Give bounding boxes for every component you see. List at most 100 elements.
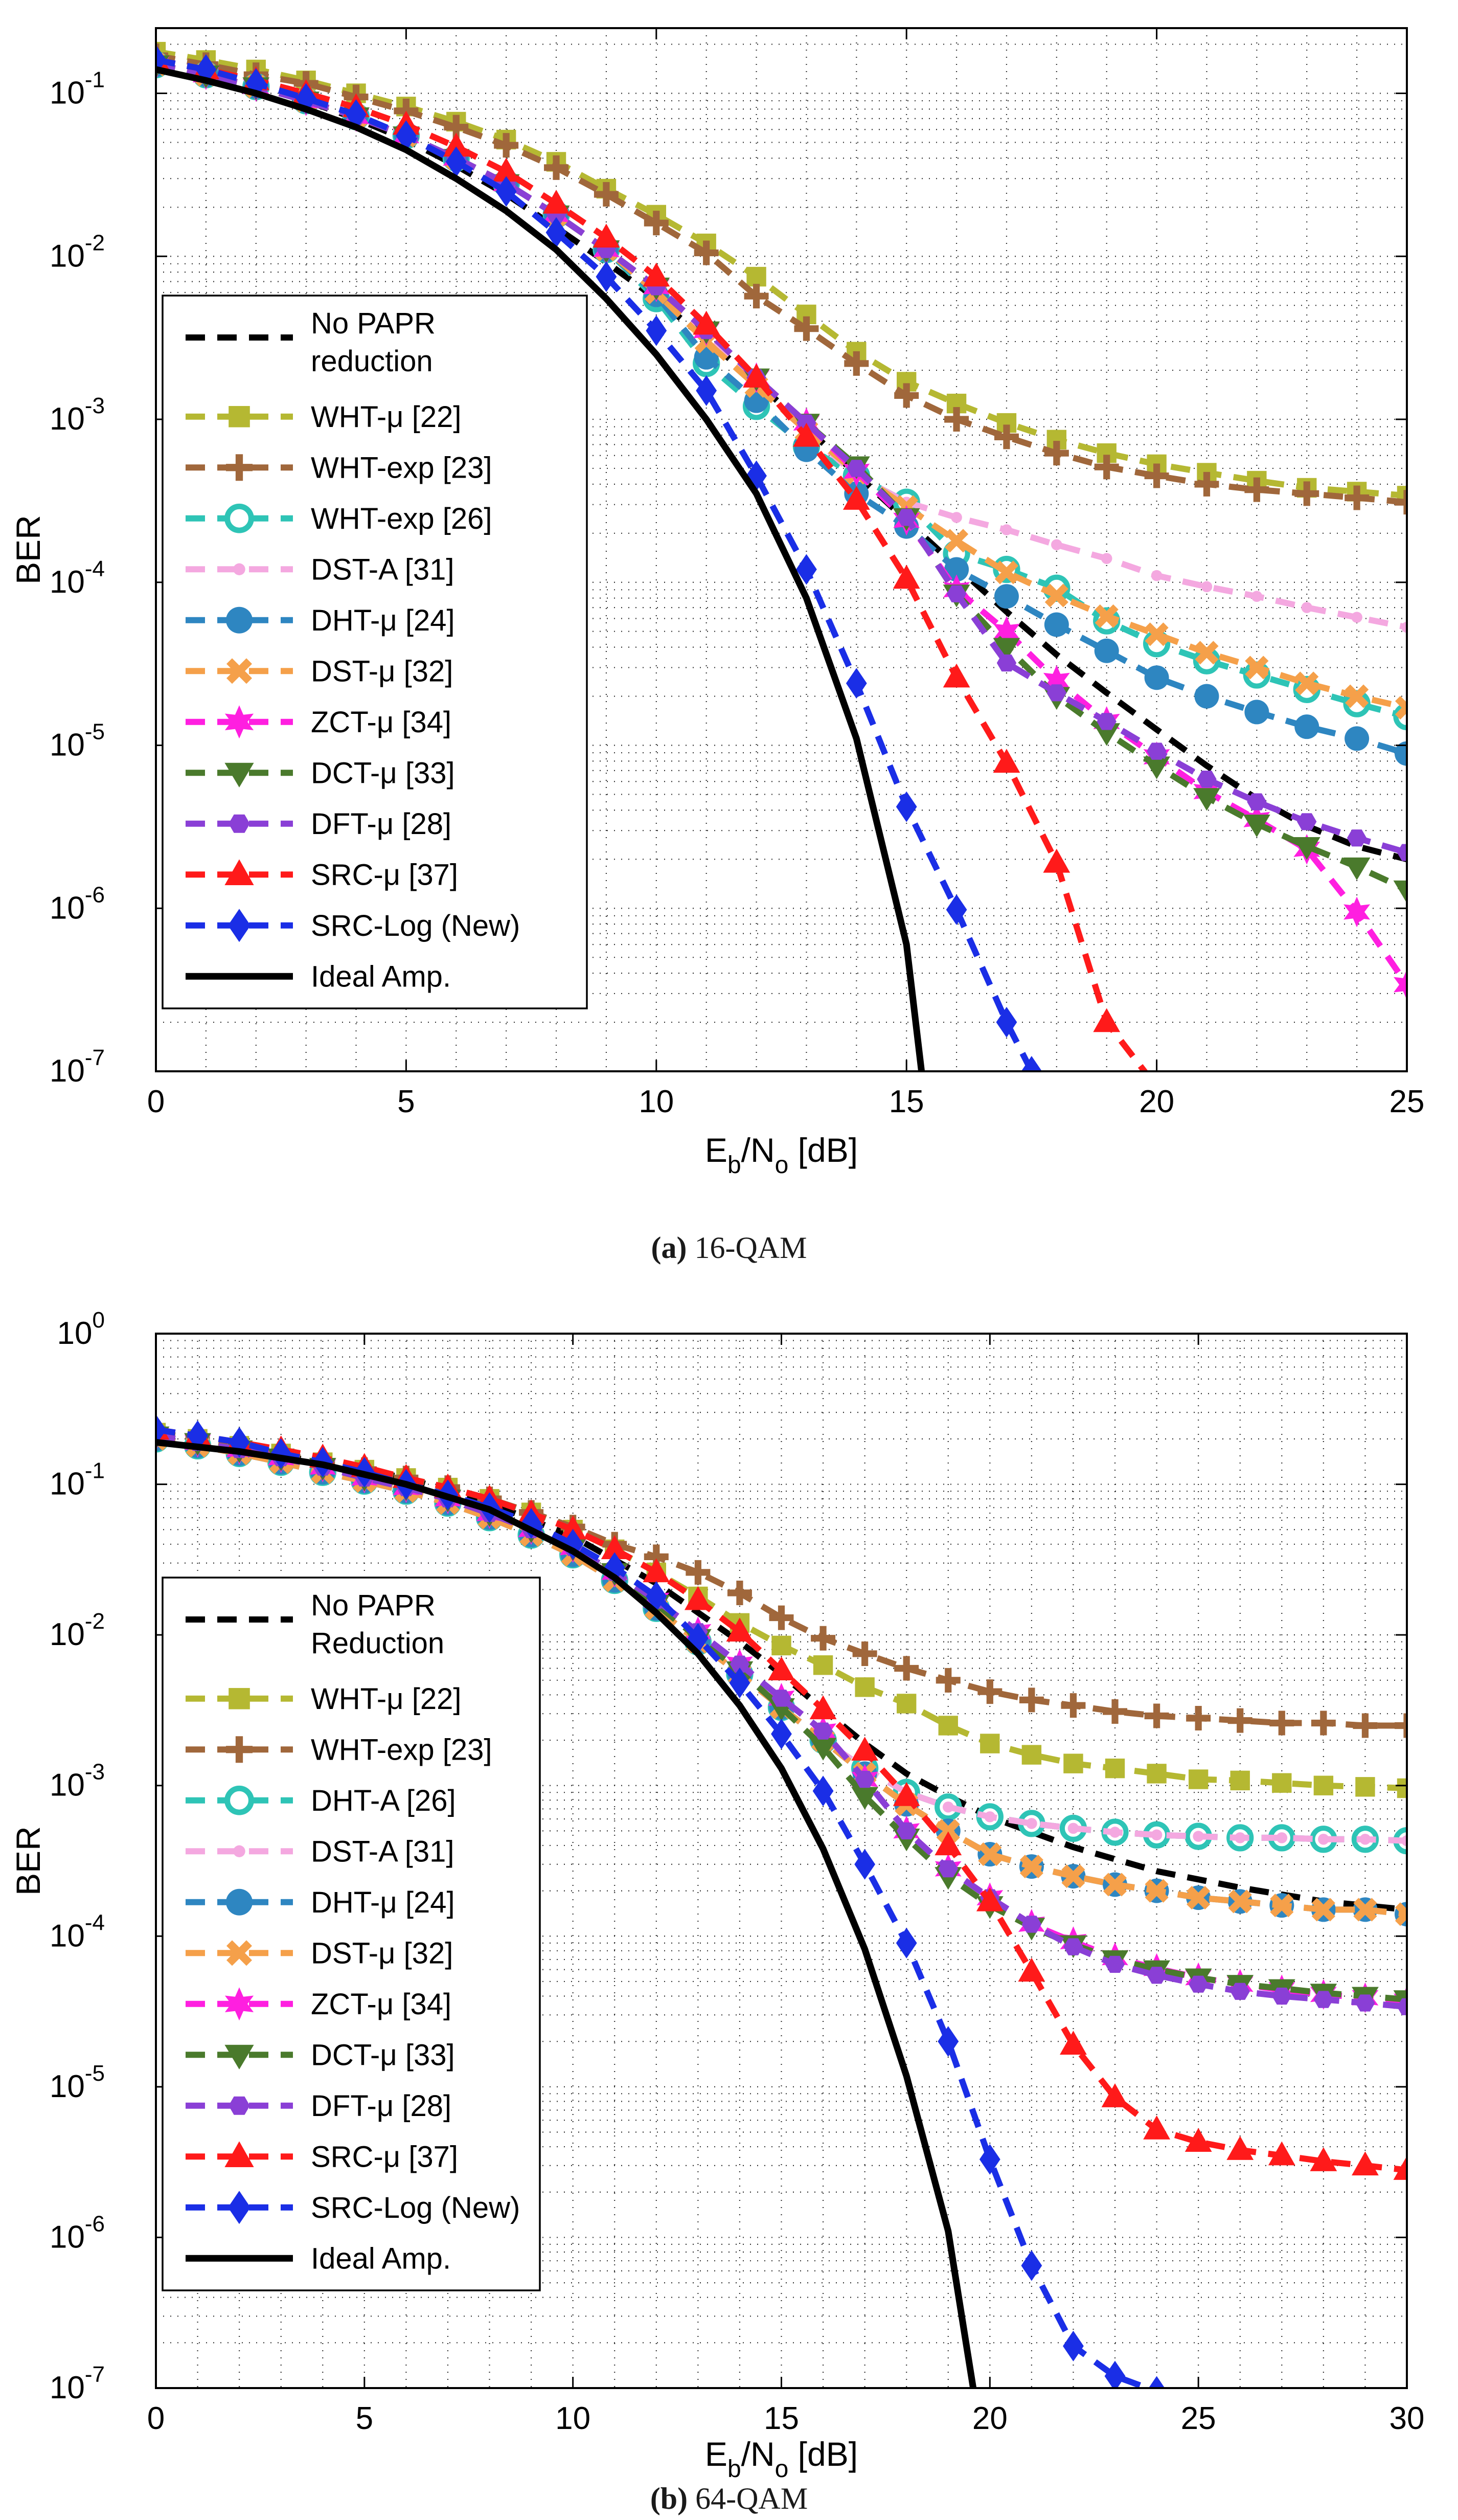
- chart-a-series-wht-exp-23-point: [1294, 481, 1319, 506]
- chart-b-legend-entry-1: WHT-μ [22]: [186, 1682, 461, 1716]
- chart-b-series-wht-exp-23-point: [1227, 1708, 1252, 1733]
- chart-a-series-dft-28-point: [1097, 713, 1117, 730]
- chart-b-legend-entry-9: DFT-μ [28]: [186, 2089, 451, 2123]
- chart-b-legend-entry-4-label: DST-A [31]: [311, 1835, 454, 1868]
- chart-a-series-zct-34-point: [1394, 969, 1407, 1000]
- chart-a-legend-entry-3-label: WHT-exp [26]: [311, 502, 492, 535]
- chart-b-series-ideal-amp: [156, 1439, 977, 2388]
- chart-b-xtick-label: 0: [147, 2401, 165, 2436]
- chart-a-series-dst-a-31-point: [1051, 539, 1062, 551]
- chart-b: 0 5 10 15 20 25 30 10-7 10-6 10-5 10-4 10-3 10-2 10-1…: [9, 1308, 1424, 2483]
- chart-a-series-dht-24-point: [1044, 612, 1069, 637]
- chart-b-xtick-label: 20: [972, 2401, 1008, 2436]
- chart-b-series-wht-exp-23-point: [936, 1668, 961, 1693]
- chart-a-series-src-log-new-point: [746, 460, 767, 491]
- chart-a-series-src-log-new-point: [946, 894, 967, 926]
- chart-a-series-no-papr-reduction-line: [156, 61, 1407, 863]
- chart-b-series-src-37-point: [1060, 2031, 1087, 2055]
- chart-b-legend-entry-3-marker: [224, 1785, 254, 1815]
- chart-b-series-wht-22-point: [1063, 1753, 1083, 1773]
- chart-a-series-wht-exp-23-point: [844, 351, 869, 376]
- chart-b-series-src-37-point: [893, 1782, 920, 1806]
- chart-a-series-wht-exp-23-point: [544, 155, 569, 180]
- chart-b-series-src-log-new-point: [1063, 2330, 1084, 2361]
- chart-b-series-dst-a-31-point: [1067, 1822, 1079, 1834]
- chart-b-series-wht-22-point: [1397, 1778, 1407, 1798]
- chart-a-legend-entry-10: SRC-μ [37]: [186, 858, 458, 891]
- chart-a-legend-entry-8-label: DCT-μ [33]: [311, 756, 455, 790]
- chart-b-series-dst-32-point: [1187, 1885, 1211, 1910]
- chart-b-series-dst-a-31-point: [1318, 1833, 1329, 1845]
- chart-a-series-wht-exp-23-point: [694, 240, 719, 265]
- chart-b-series-dst-32-point: [936, 1819, 960, 1843]
- chart-b-xtick-label: 15: [764, 2401, 799, 2436]
- chart-a-series-dft-28-point: [897, 509, 917, 526]
- chart-a-ytick-label: 10-7: [50, 1045, 105, 1089]
- chart-b-legend-entry-8: DCT-μ [33]: [186, 2038, 455, 2072]
- chart-a-ytick-label: 10-1: [50, 68, 105, 111]
- chart-b-series-src-37-point: [1310, 2147, 1337, 2171]
- chart-a-legend-entry-0-label-2: reduction: [311, 345, 433, 378]
- chart-b-legend-entry-2-marker: [226, 1736, 253, 1763]
- chart-a-legend-entry-1-marker: [229, 406, 250, 428]
- chart-a-series-dst-32-point: [1345, 684, 1369, 708]
- chart-b-series-wht-22-point: [980, 1734, 1000, 1753]
- caption-b-letter: (b): [650, 2482, 688, 2515]
- chart-b-series-dft-28-point: [1397, 1998, 1407, 2015]
- chart-a-series-src-37-point: [793, 422, 820, 447]
- chart-b-series-src-37-point: [1393, 2156, 1407, 2180]
- chart-b-xlabel: Eb/No [dB]: [705, 2435, 858, 2483]
- chart-a-series-src-log-new-point: [545, 217, 567, 248]
- chart-b-series-src-37-point: [1352, 2151, 1379, 2176]
- chart-a-series-src-log-new-point: [596, 261, 617, 292]
- chart-a-series-dst-32-point: [944, 529, 969, 553]
- chart-a-xlabel: Eb/No [dB]: [705, 1131, 858, 1179]
- chart-a-series-dst-a-31-line: [156, 61, 1407, 631]
- chart-b-series-dst-a-31-point: [1109, 1827, 1121, 1838]
- chart-a-xtick-label: 25: [1389, 1084, 1425, 1119]
- chart-b-xtick-label: 25: [1181, 2401, 1216, 2436]
- chart-a-legend-entry-8: DCT-μ [33]: [186, 756, 455, 790]
- chart-b-series-src-37-point: [601, 1535, 628, 1559]
- chart-a-legend-entry-6-marker: [226, 658, 253, 684]
- chart-b-series-wht-22-point: [813, 1655, 833, 1675]
- chart-a-xtick-label: 20: [1139, 1084, 1174, 1119]
- chart-a-series-src-log-new-point: [696, 375, 717, 406]
- chart-a-series-dft-28-point: [996, 654, 1017, 672]
- chart-b-series-dft-28-point: [771, 1690, 791, 1707]
- chart-b-series-dft-28-point: [1021, 1916, 1042, 1933]
- chart-a-series-src-log-new-point: [896, 791, 917, 822]
- chart-a-series-dst-32-point: [1295, 671, 1319, 695]
- chart-b-legend-entry-6: DST-μ [32]: [186, 1937, 453, 1970]
- chart-b-series-wht-exp-23-point: [894, 1656, 919, 1681]
- chart-b-series-src-37-point: [851, 1737, 879, 1761]
- chart-b-series-dst-32-point: [1145, 1879, 1169, 1903]
- chart-a-legend-entry-9-marker: [229, 814, 250, 833]
- chart-b-series-dft-28-point: [897, 1822, 917, 1839]
- chart-a-series-wht-exp-23: [156, 43, 1407, 515]
- chart-a-legend-entry-6-label: DST-μ [32]: [311, 655, 453, 688]
- chart-b-series-wht-22-point: [1021, 1745, 1042, 1765]
- chart-b-legend-entry-10-label: SRC-μ [37]: [311, 2140, 458, 2173]
- chart-b-legend-entry-7-marker: [224, 1987, 254, 2021]
- chart-b-series-wht-exp-23-point: [686, 1560, 711, 1585]
- chart-b-legend-entry-0: No PAPR Reduction: [186, 1589, 444, 1660]
- chart-b-series-dct-33-point: [809, 1738, 837, 1761]
- chart-b-series-dst-a-31-point: [1151, 1829, 1163, 1841]
- chart-b-series-wht-22-point: [897, 1694, 917, 1714]
- chart-a-series-dct-33-point: [993, 638, 1020, 661]
- chart-a-series-dst-32-point: [1095, 604, 1119, 628]
- chart-a-series-wht-22: [156, 41, 1407, 506]
- chart-b-series-dst-32-point: [1395, 1902, 1407, 1926]
- chart-b-legend-entry-5-label: DHT-μ [24]: [311, 1886, 455, 1919]
- chart-b-series-dft-28-point: [855, 1770, 875, 1788]
- chart-b-series-wht-22-point: [1230, 1770, 1250, 1791]
- chart-b-series-src-log-new-point: [812, 1775, 834, 1807]
- chart-a-series-dht-24-point: [1144, 665, 1169, 690]
- chart-b-series-src-37-point: [559, 1515, 587, 1540]
- chart-a-series-dst-32-point: [1245, 656, 1269, 680]
- chart-b-series-wht-exp-23-point: [811, 1626, 836, 1651]
- chart-b-series-src-log-new-point: [771, 1718, 792, 1749]
- chart-b-series-dft-28-point: [1355, 1994, 1375, 2012]
- chart-a-legend-entry-12-label: Ideal Amp.: [311, 960, 451, 993]
